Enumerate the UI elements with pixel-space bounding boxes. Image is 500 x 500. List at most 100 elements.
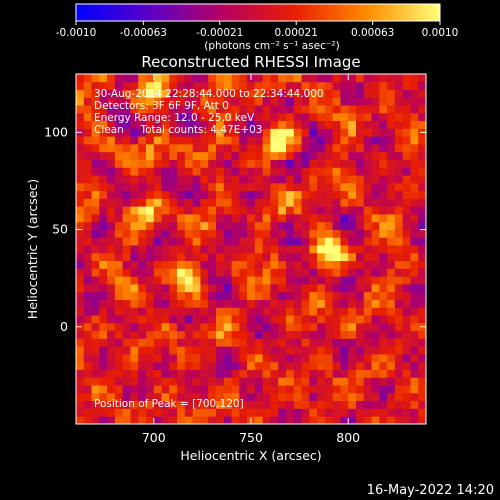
heatmap-cell: [76, 361, 85, 370]
heatmap-cell: [394, 229, 404, 238]
heatmap-cell: [122, 229, 131, 238]
heatmap-cell: [99, 299, 108, 308]
heatmap-cell: [410, 159, 419, 168]
heatmap-cell: [107, 198, 116, 207]
heatmap-cell: [262, 315, 271, 324]
heatmap-cell: [324, 408, 334, 417]
heatmap-cell: [177, 214, 186, 223]
heatmap-cell: [340, 252, 349, 262]
heatmap-cell: [262, 167, 271, 176]
heatmap-cell: [387, 307, 396, 316]
heatmap-cell: [99, 377, 108, 386]
heatmap-cell: [340, 330, 349, 339]
heatmap-cell: [83, 276, 92, 285]
heatmap-cell: [107, 221, 116, 230]
heatmap-cell: [356, 214, 365, 223]
heatmap-cell: [293, 276, 302, 285]
heatmap-cell: [254, 400, 264, 409]
heatmap-cell: [293, 81, 302, 90]
heatmap-cell: [161, 400, 170, 409]
heatmap-cell: [286, 81, 295, 90]
heatmap-cell: [340, 315, 349, 324]
heatmap-cell: [317, 291, 326, 300]
heatmap-cell: [262, 416, 271, 424]
heatmap-cell: [371, 167, 380, 176]
heatmap-cell: [356, 291, 365, 300]
heatmap-cell: [418, 237, 426, 246]
heatmap-cell: [317, 268, 326, 277]
heatmap-cell: [270, 190, 279, 199]
heatmap-cell: [340, 361, 349, 370]
heatmap-cell: [394, 89, 404, 98]
heatmap-cell: [286, 338, 295, 347]
heatmap-cell: [262, 74, 271, 83]
heatmap-cell: [114, 151, 124, 160]
heatmap-cell: [177, 175, 186, 184]
heatmap-cell: [363, 276, 372, 285]
heatmap-cell: [410, 408, 419, 417]
heatmap-cell: [184, 315, 194, 324]
heatmap-cell: [348, 105, 357, 114]
heatmap-cell: [387, 182, 396, 192]
heatmap-cell: [122, 144, 131, 153]
heatmap-cell: [169, 260, 178, 269]
heatmap-cell: [340, 128, 349, 137]
heatmap-cell: [278, 392, 287, 402]
heatmap-cell: [363, 307, 372, 316]
heatmap-cell: [231, 369, 240, 378]
heatmap-cell: [223, 307, 232, 316]
heatmap-cell: [239, 284, 248, 293]
heatmap-cell: [356, 392, 365, 402]
heatmap-cell: [99, 97, 108, 106]
heatmap-cell: [371, 338, 380, 347]
heatmap-cell: [278, 144, 287, 153]
heatmap-cell: [177, 198, 186, 207]
heatmap-cell: [99, 175, 108, 184]
heatmap-cell: [293, 330, 302, 339]
heatmap-cell: [332, 221, 341, 230]
heatmap-cell: [356, 361, 365, 370]
heatmap-cell: [394, 385, 404, 394]
heatmap-cell: [254, 299, 264, 308]
heatmap-cell: [122, 291, 131, 300]
heatmap-cell: [91, 159, 100, 168]
heatmap-cell: [122, 159, 131, 168]
colorbar-ticks: -0.0010 -0.00063 -0.00021 0.00021 0.00063 0.0…: [56, 21, 458, 39]
heatmap-cell: [239, 81, 248, 90]
heatmap-cell: [340, 136, 349, 145]
heatmap-cell: [278, 361, 287, 370]
heatmap-cell: [231, 159, 240, 168]
heatmap-cell: [379, 276, 388, 285]
heatmap-cell: [324, 74, 334, 83]
heatmap-cell: [223, 330, 232, 339]
heatmap-cell: [340, 377, 349, 386]
heatmap-cell: [107, 361, 116, 370]
heatmap-cell: [130, 105, 139, 114]
heatmap-cell: [293, 354, 302, 363]
heatmap-cell: [83, 400, 92, 409]
heatmap-cell: [223, 416, 232, 424]
annotation-energy-range: Energy Range: 12.0 - 25.0 keV: [94, 112, 255, 124]
heatmap-cell: [371, 175, 380, 184]
heatmap-cell: [247, 136, 256, 145]
heatmap-cell: [146, 74, 155, 83]
heatmap-cell: [177, 408, 186, 417]
heatmap-cell: [293, 97, 302, 106]
heatmap-cell: [363, 260, 372, 269]
heatmap-cell: [169, 159, 178, 168]
heatmap-cell: [192, 237, 201, 246]
heatmap-cell: [138, 136, 147, 145]
heatmap-cell: [122, 167, 131, 176]
heatmap-cell: [107, 245, 116, 254]
heatmap-cell: [99, 190, 108, 199]
heatmap-cell: [363, 284, 372, 293]
heatmap-cell: [309, 276, 318, 285]
heatmap-cell: [107, 144, 116, 153]
heatmap-cell: [262, 260, 271, 269]
heatmap-cell: [254, 136, 264, 145]
heatmap-cell: [122, 89, 131, 98]
heatmap-cell: [91, 214, 100, 223]
heatmap-cell: [239, 97, 248, 106]
heatmap-cell: [216, 105, 225, 114]
heatmap-cell: [91, 307, 100, 316]
